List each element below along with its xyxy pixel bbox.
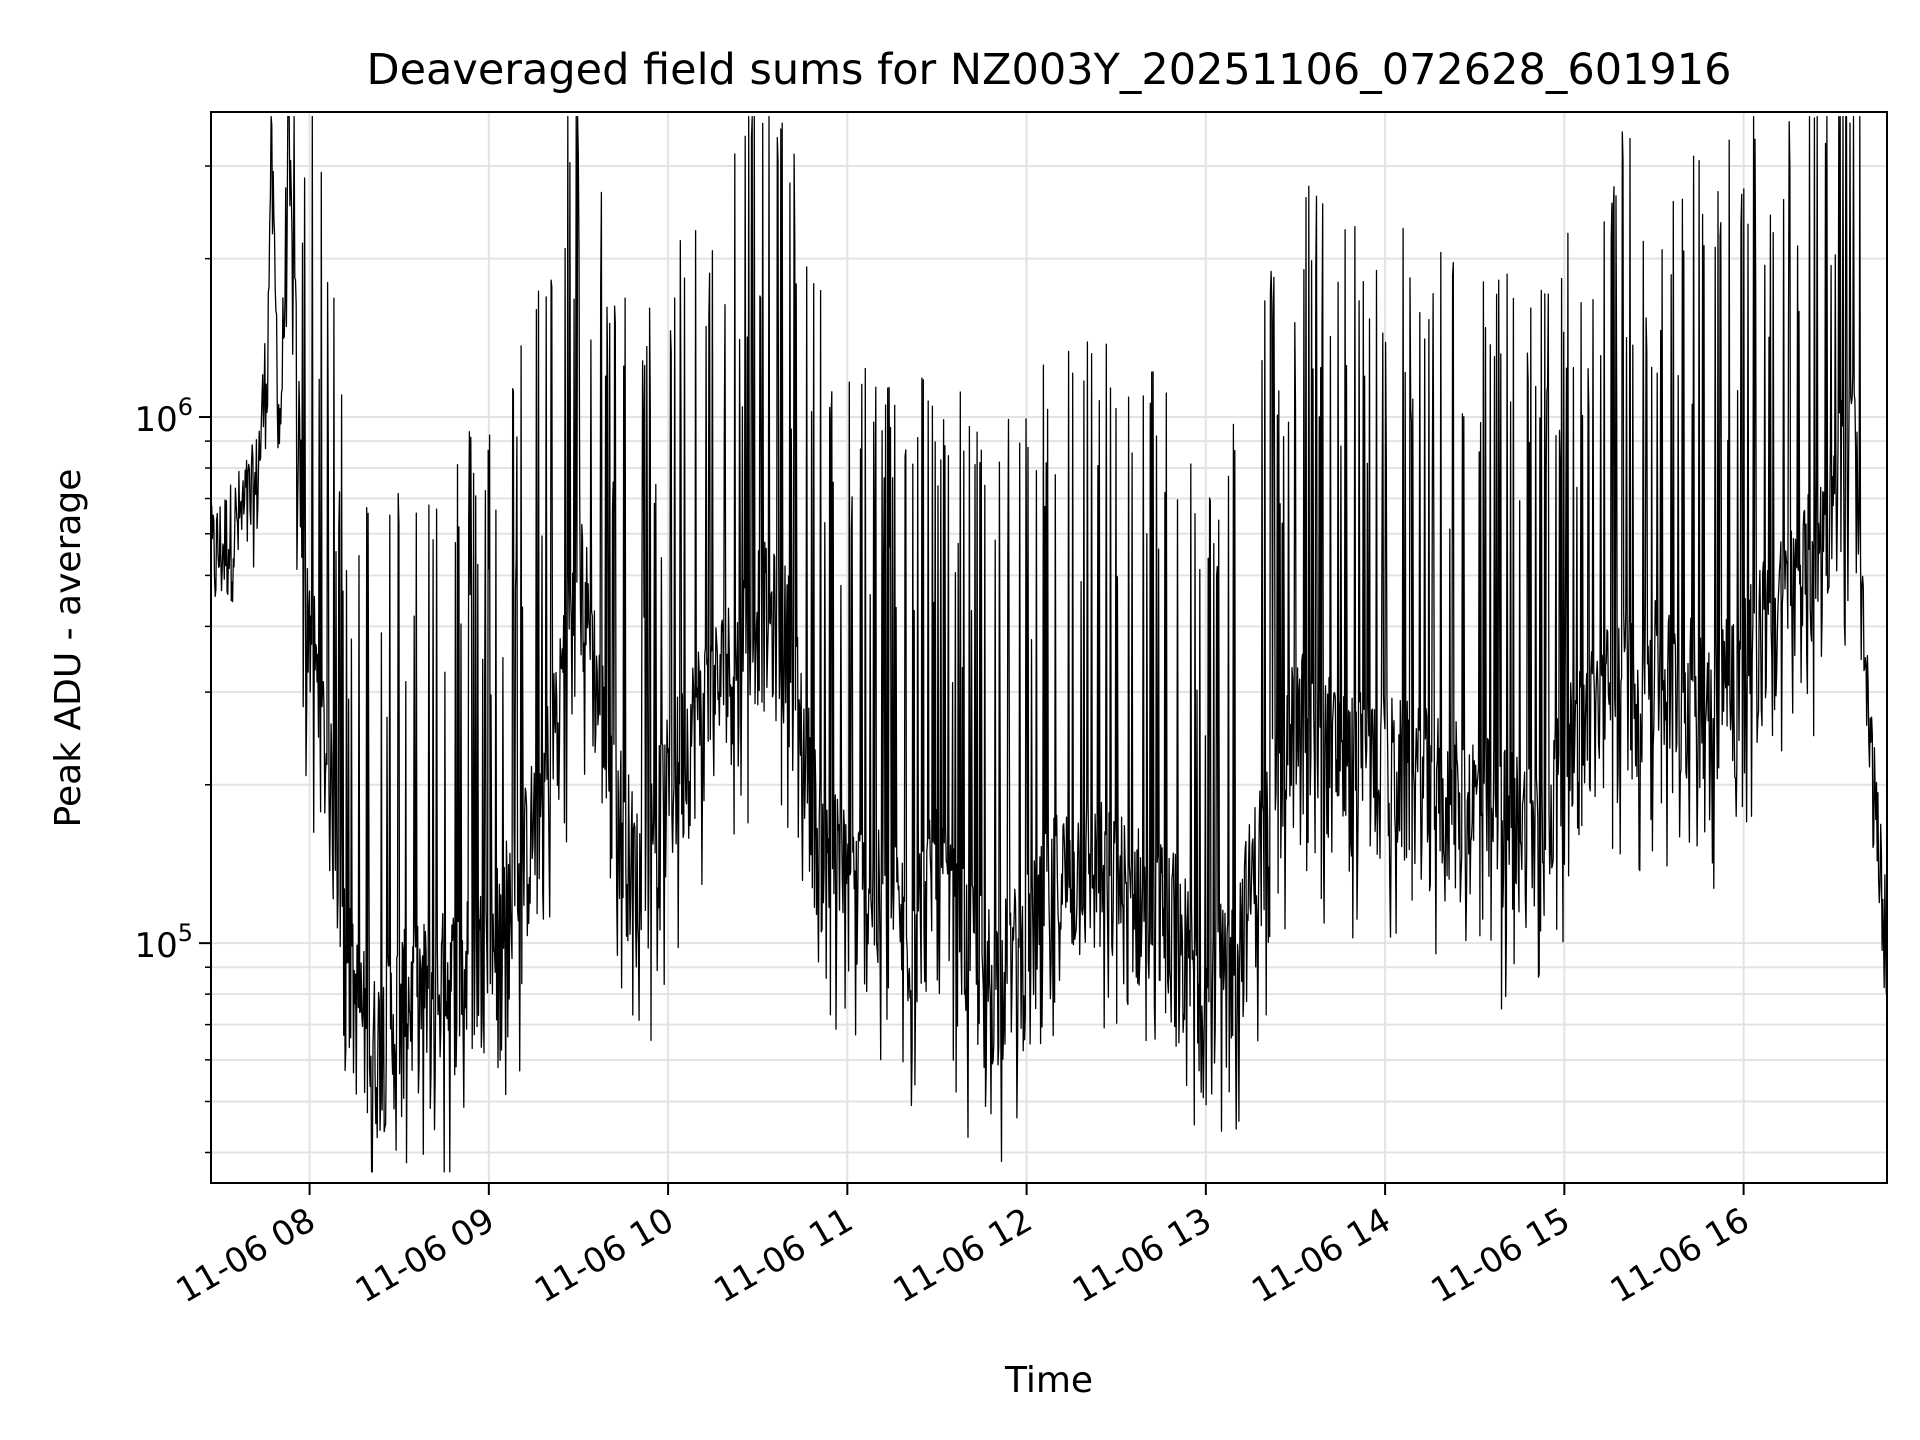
plot-area xyxy=(210,111,1888,1184)
chart-title: Deaveraged field sums for NZ003Y_2025110… xyxy=(366,45,1731,95)
y-tick-label: 106 xyxy=(134,393,193,440)
y-axis-title: Peak ADU - average xyxy=(48,469,89,828)
y-tick-label: 105 xyxy=(134,919,193,966)
series-line xyxy=(210,115,1888,1173)
series-trace xyxy=(210,115,1888,1173)
x-axis-title: Time xyxy=(1004,1360,1093,1401)
